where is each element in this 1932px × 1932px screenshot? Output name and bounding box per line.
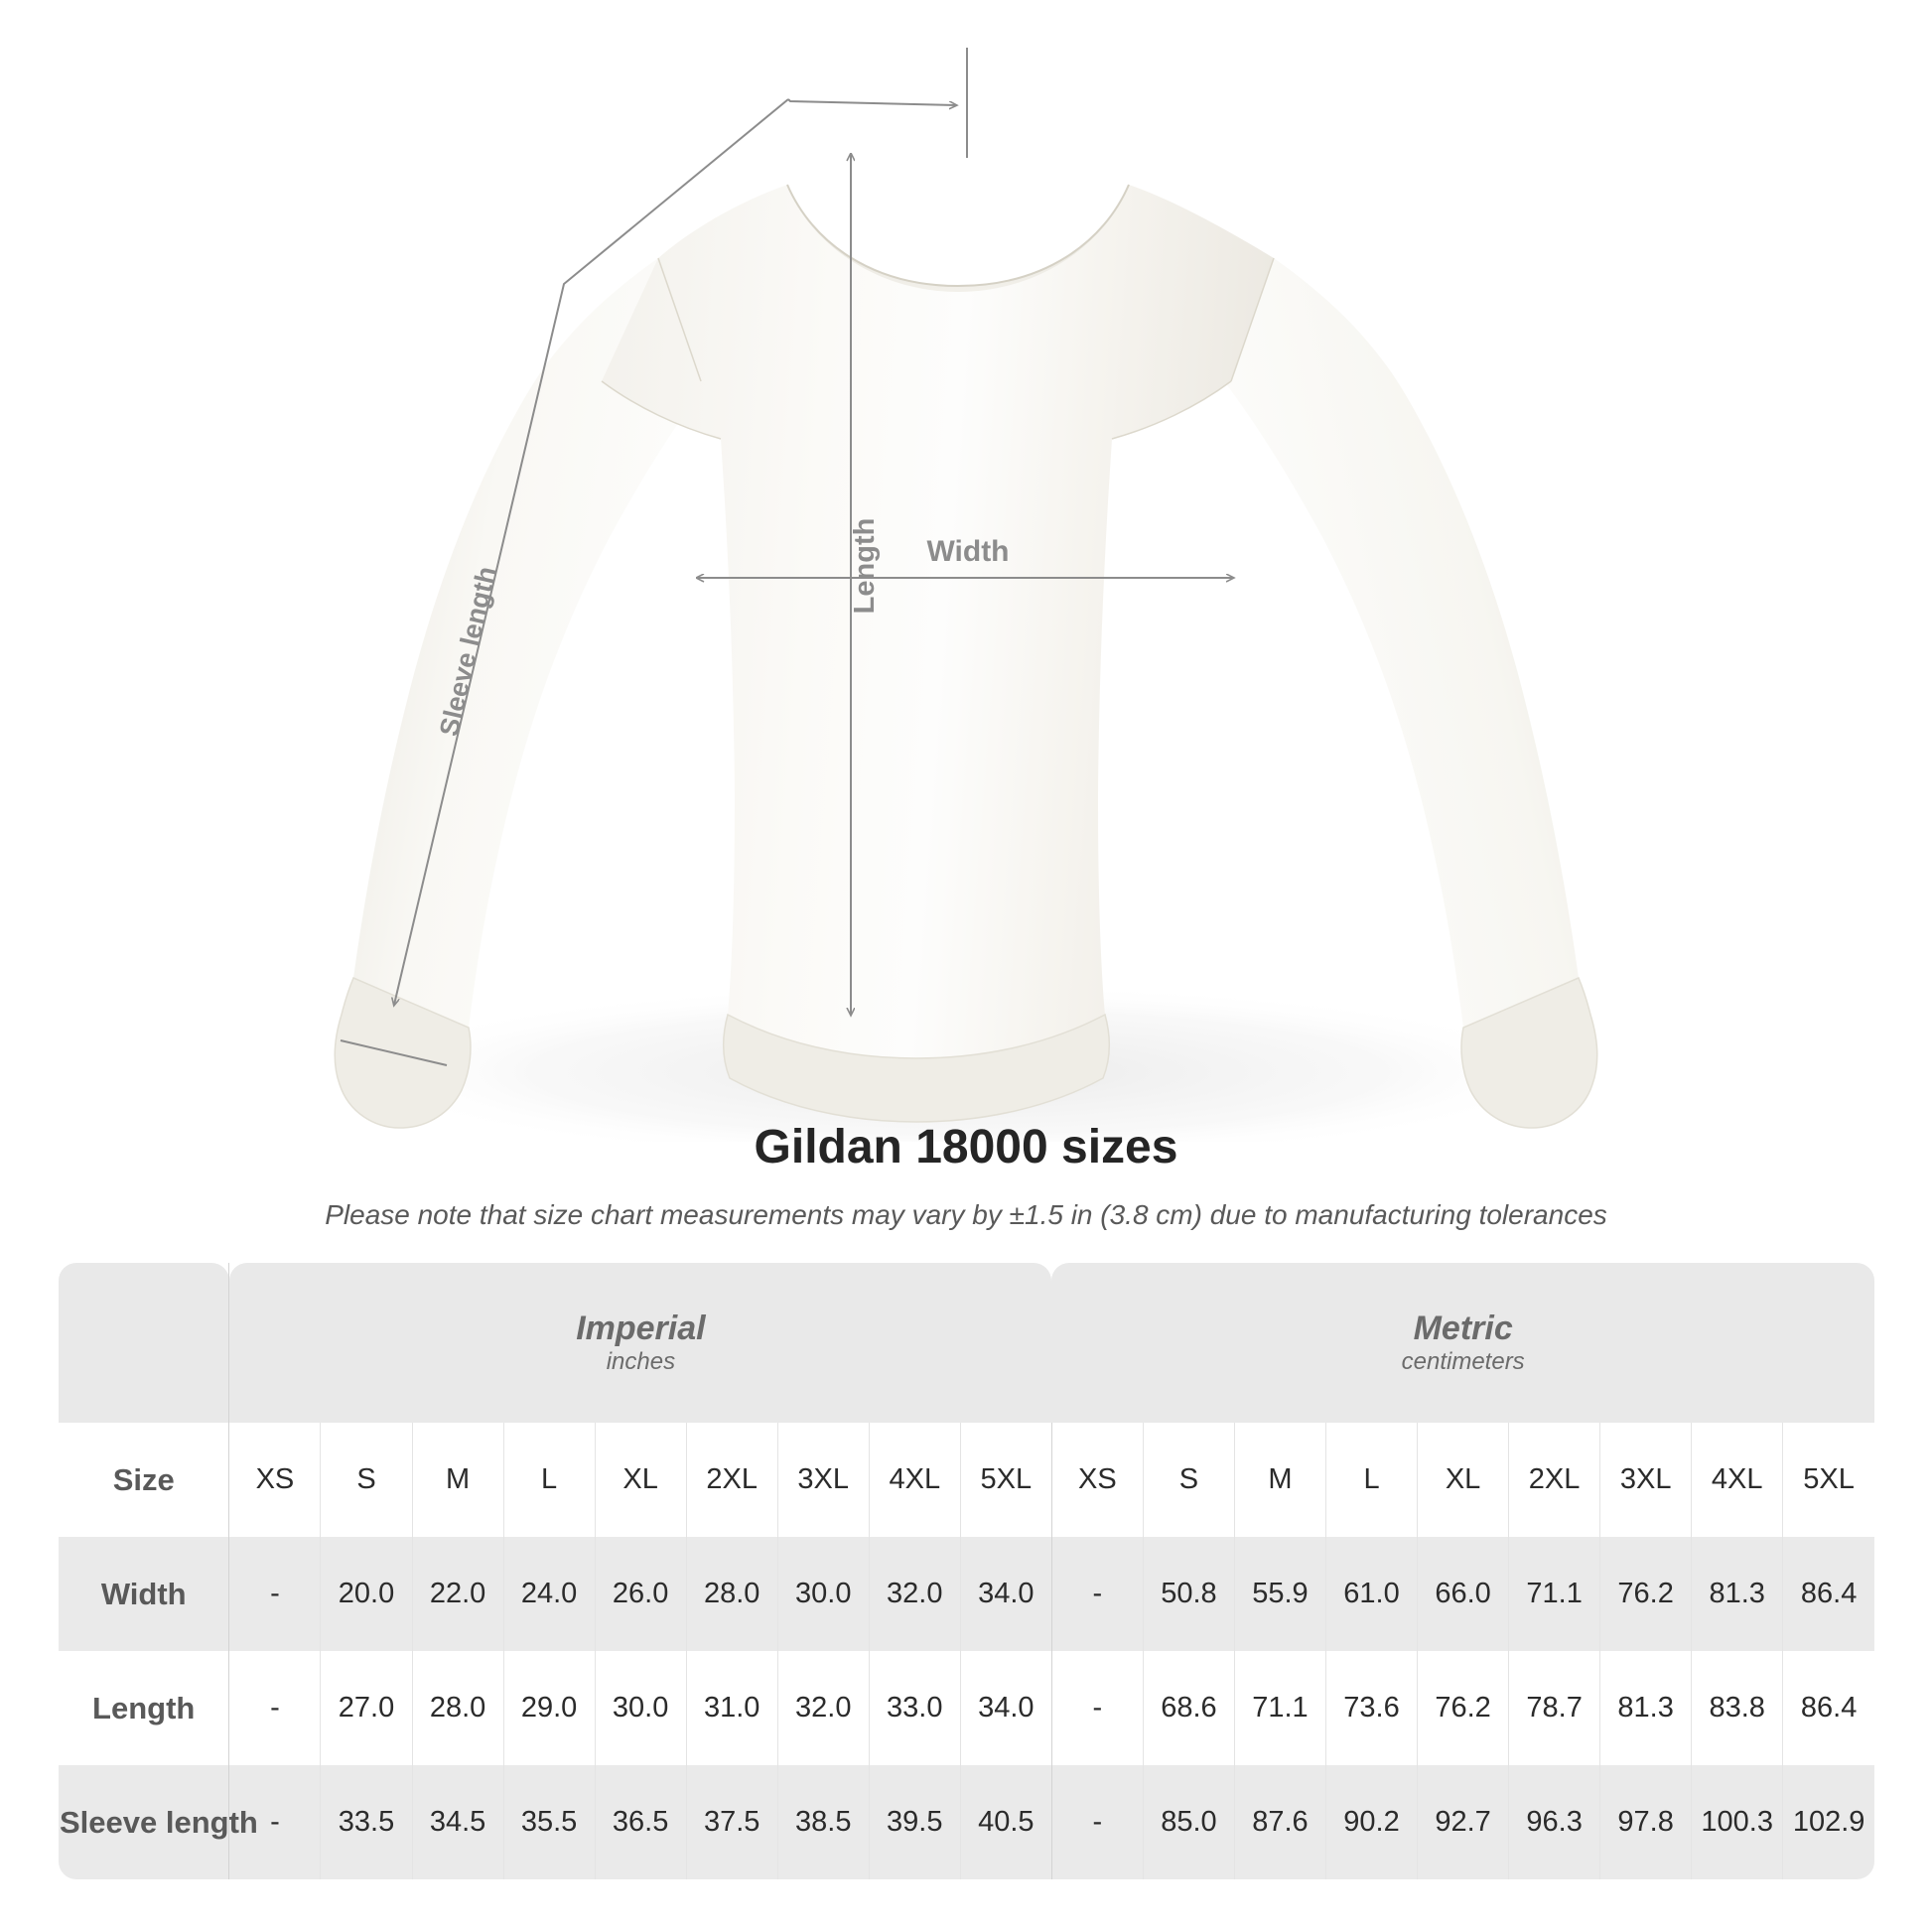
svg-text:Width: Width	[926, 535, 1009, 568]
svg-text:Length: Length	[849, 518, 881, 615]
